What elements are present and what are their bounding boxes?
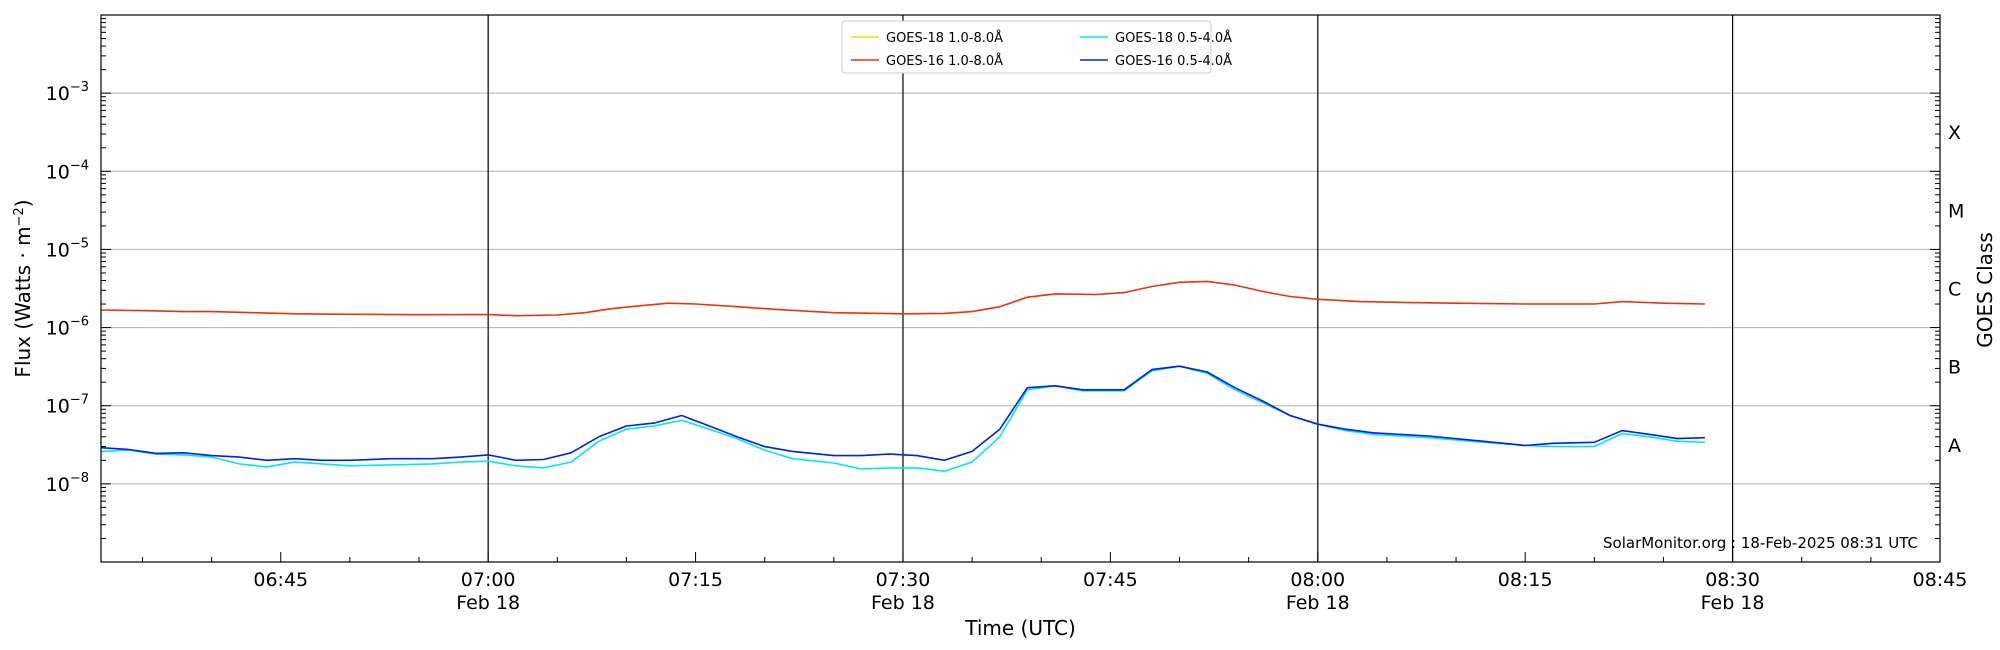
y-tick-exponent: −3 bbox=[70, 80, 89, 95]
legend-label-2: GOES-18 0.5-4.0Å bbox=[1115, 30, 1232, 46]
legend-box bbox=[841, 20, 1212, 74]
x-tick-label: 08:30 bbox=[1705, 569, 1760, 591]
series-line-1 bbox=[100, 280, 1705, 317]
goes-class-label: A bbox=[1948, 435, 1961, 457]
y-tick-exponent: −4 bbox=[70, 158, 89, 173]
y-axis-title-exponent: −2 bbox=[12, 207, 27, 226]
date-boundary-lines bbox=[487, 15, 1734, 562]
y-tick-base: 10 bbox=[46, 239, 70, 261]
y-tick-label: 10−7 bbox=[46, 393, 89, 418]
axis-ticks bbox=[101, 14, 1941, 563]
goes-class-label: M bbox=[1948, 200, 1964, 222]
y-tick-base: 10 bbox=[46, 318, 70, 340]
y-tick-base: 10 bbox=[46, 474, 70, 496]
plot-frame bbox=[100, 14, 1941, 563]
x-tick-date-label: Feb 18 bbox=[1286, 592, 1350, 614]
y-tick-base: 10 bbox=[46, 161, 70, 183]
y-tick-exponent: −6 bbox=[70, 315, 89, 330]
series-lines bbox=[100, 280, 1705, 472]
x-tick-label: 07:45 bbox=[1083, 569, 1138, 591]
y-tick-label: 10−6 bbox=[46, 315, 89, 340]
y-tick-label: 10−4 bbox=[46, 158, 89, 183]
goes-class-label: B bbox=[1948, 357, 1961, 379]
legend-label-0: GOES-18 1.0-8.0Å bbox=[886, 30, 1003, 46]
x-axis-title: Time (UTC) bbox=[964, 616, 1076, 640]
series-line-3 bbox=[100, 365, 1705, 462]
y-tick-label: 10−3 bbox=[46, 80, 89, 105]
goes-class-label: C bbox=[1948, 279, 1961, 301]
x-tick-date-label: Feb 18 bbox=[871, 592, 935, 614]
x-tick-date-label: Feb 18 bbox=[1701, 592, 1765, 614]
y-axis-title: Flux (Watts · m−2) bbox=[11, 199, 35, 377]
y-axis-title-close: ) bbox=[11, 199, 35, 207]
x-tick-label: 08:45 bbox=[1913, 569, 1968, 591]
x-tick-label: 08:15 bbox=[1498, 569, 1553, 591]
y-tick-label: 10−5 bbox=[46, 236, 89, 261]
y-tick-base: 10 bbox=[46, 396, 70, 418]
series-line-2 bbox=[100, 365, 1705, 472]
y-tick-base: 10 bbox=[46, 83, 70, 105]
goes-class-label: X bbox=[1948, 122, 1961, 144]
legend: GOES-18 1.0-8.0Å GOES-16 1.0-8.0Å GOES-18 … bbox=[841, 20, 1232, 74]
goes-class-axis-title: GOES Class bbox=[1973, 232, 1997, 348]
y-tick-exponent: −8 bbox=[70, 471, 89, 486]
legend-label-3: GOES-16 0.5-4.0Å bbox=[1115, 53, 1232, 69]
y-tick-exponent: −7 bbox=[70, 393, 89, 408]
x-tick-label: 07:30 bbox=[876, 569, 931, 591]
x-tick-label: 06:45 bbox=[253, 569, 308, 591]
legend-label-1: GOES-16 1.0-8.0Å bbox=[886, 53, 1003, 69]
x-tick-label: 07:15 bbox=[668, 569, 723, 591]
credit-text: SolarMonitor.org : 18-Feb-2025 08:31 UTC bbox=[1603, 534, 1918, 552]
x-tick-label: 08:00 bbox=[1290, 569, 1345, 591]
y-axis-title-main: Flux (Watts · m bbox=[11, 226, 35, 377]
y-tick-exponent: −5 bbox=[70, 236, 89, 251]
x-tick-date-label: Feb 18 bbox=[456, 592, 520, 614]
grid-lines bbox=[101, 92, 1940, 485]
y-tick-label: 10−8 bbox=[46, 471, 89, 496]
x-tick-label: 07:00 bbox=[461, 569, 516, 591]
